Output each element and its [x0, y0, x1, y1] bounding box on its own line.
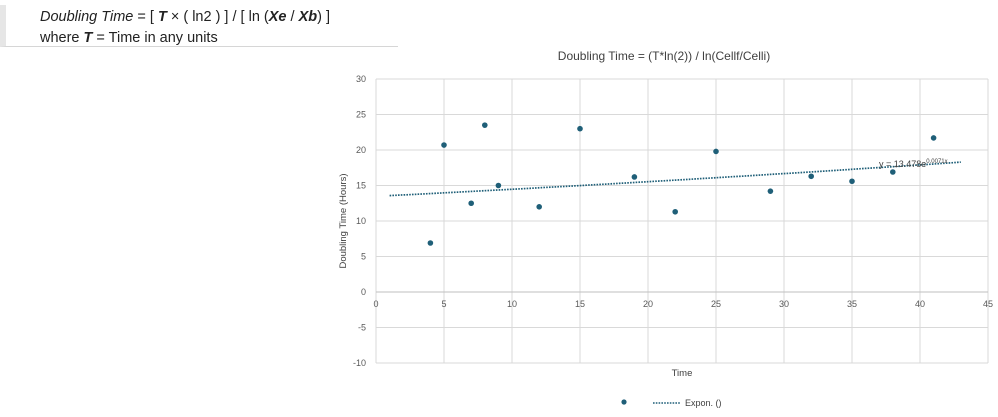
x-tick-label: 25 [711, 299, 721, 309]
chart-axis-ticks: -10 -5 0 5 10 15 20 25 30 0 5 10 15 20 25 30 35 40 45 [353, 74, 993, 368]
data-point [767, 188, 774, 194]
y-tick-label: 0 [361, 287, 366, 297]
legend-point-marker [621, 399, 627, 405]
x-tick-label: 10 [507, 299, 517, 309]
formula-times-ln2: × ( ln2 ) ] / [ ln ( [166, 9, 269, 25]
formula-where: where [40, 30, 84, 46]
x-axis-label: Time [672, 368, 693, 379]
data-point [441, 142, 447, 148]
x-tick-label: 20 [643, 299, 653, 309]
formula-xe: Xe [268, 9, 287, 25]
formula-where-rest: = Time in any units [92, 30, 218, 46]
y-tick-label: 15 [356, 181, 366, 191]
data-points [427, 122, 937, 246]
x-tick-label: 5 [441, 299, 446, 309]
data-point [536, 204, 542, 210]
y-axis-label: Doubling Time (Hours) [338, 173, 349, 268]
formula-line-1: Doubling Time = [ T × ( ln2 ) ] / [ ln (… [40, 9, 330, 25]
x-tick-label: 15 [575, 299, 585, 309]
data-point [427, 240, 434, 246]
x-tick-label: 30 [779, 299, 789, 309]
data-point [808, 173, 814, 180]
y-tick-label: 20 [356, 145, 366, 155]
x-tick-label: 35 [847, 299, 857, 309]
data-point [672, 208, 678, 215]
y-tick-label: 10 [356, 216, 366, 226]
data-point [930, 135, 937, 141]
data-point [495, 182, 502, 189]
trendline-equation: y = 13.478e0.0071x [879, 159, 948, 169]
trendline-group [389, 161, 961, 197]
x-tick-label: 40 [915, 299, 925, 309]
formula-xb: Xb [298, 9, 318, 25]
formula-where-t: T [83, 30, 93, 46]
data-point [468, 200, 475, 207]
x-tick-label: 45 [983, 299, 993, 309]
formula-box: Doubling Time = [ T × ( ln2 ) ] / [ ln (… [0, 5, 398, 47]
data-point [713, 148, 719, 155]
formula-slash: / [286, 9, 299, 25]
y-tick-label: -10 [353, 358, 366, 368]
data-point [631, 174, 638, 180]
formula-dt: Doubling Time [40, 9, 134, 25]
formula-close: ) ] [317, 9, 331, 25]
y-tick-label: 25 [356, 110, 366, 120]
trendline [389, 161, 961, 197]
trendline-equation-exponent: 0.0071x [926, 159, 947, 165]
y-tick-label: 5 [361, 252, 366, 262]
y-tick-label: -5 [358, 323, 366, 333]
data-point [849, 178, 855, 185]
data-point [890, 169, 896, 175]
chart-title: Doubling Time = (T*ln(2)) / ln(Cellf/Cel… [558, 49, 770, 63]
chart-grid [375, 78, 989, 364]
x-tick-label: 0 [373, 299, 378, 309]
formula-eq-open: = [ [133, 9, 158, 25]
trendline-equation-base: y = 13.478e [879, 159, 926, 169]
y-tick-label: 30 [356, 74, 366, 84]
legend: Expon. () [621, 398, 722, 408]
legend-trend-label: Expon. () [685, 398, 722, 408]
data-point [577, 125, 583, 132]
formula-t: T [157, 9, 167, 25]
formula-line-2: where T = Time in any units [40, 30, 218, 46]
data-point [482, 122, 488, 128]
